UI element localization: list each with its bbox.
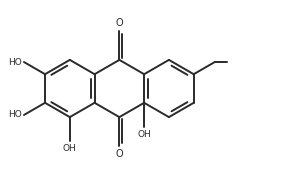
Text: HO: HO: [8, 110, 22, 119]
Text: HO: HO: [8, 58, 22, 67]
Text: OH: OH: [63, 144, 77, 153]
Text: OH: OH: [137, 130, 151, 139]
Text: O: O: [116, 18, 123, 28]
Text: O: O: [116, 149, 123, 159]
